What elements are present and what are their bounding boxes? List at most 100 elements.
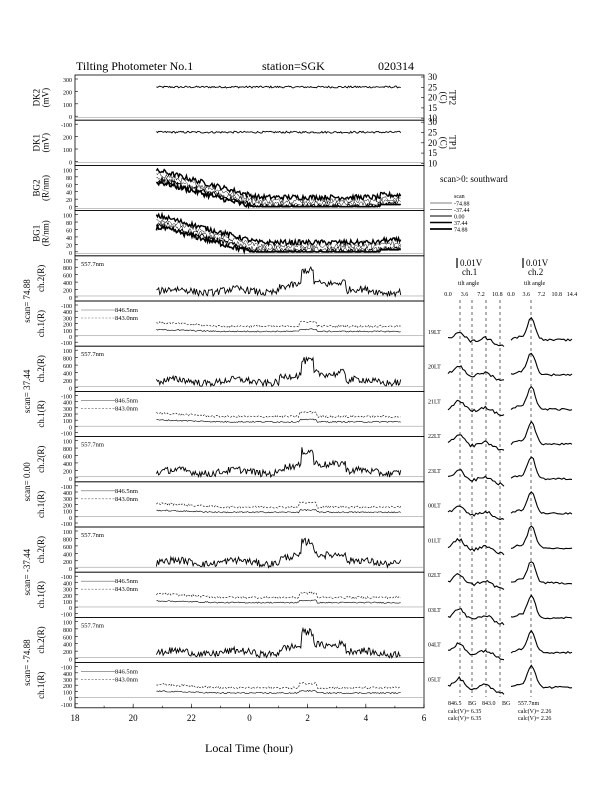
profile-ch1-curve <box>447 675 505 695</box>
y-tick-label: 800 <box>63 357 72 363</box>
y-tick-label: 0 <box>69 251 72 257</box>
y-tick-label: 80 <box>66 176 72 182</box>
scan-label: scan= -74.88 <box>22 639 32 686</box>
profile-ch1-curve <box>447 469 505 487</box>
x-tick-label: 4 <box>364 713 369 723</box>
y-tick-label: -100 <box>61 666 72 672</box>
y-axis-label: ch.2(R) <box>36 265 46 292</box>
profile-time-label: 22LT <box>428 434 441 440</box>
profile-ch2-title: ch.2 <box>528 267 543 277</box>
profile-ch1-curve <box>447 572 505 590</box>
y-axis-label: ch.1(R) <box>36 672 46 699</box>
profile-ch1-tick: 7.2 <box>477 292 485 298</box>
series-line <box>155 223 402 255</box>
series-843 <box>156 591 401 600</box>
y-tick-label: 0 <box>69 206 72 212</box>
y-tick-label: -100 <box>61 575 72 581</box>
legend-846: 846.5nm <box>115 307 138 314</box>
profile-ch2-curve <box>510 456 573 481</box>
series-843 <box>156 682 401 690</box>
series-line <box>155 167 402 203</box>
y-tick-label: -100 <box>61 123 72 129</box>
y-tick-label: 0 <box>69 160 72 166</box>
y-tick-label: 100 <box>63 530 72 536</box>
legend-557: 557.7nm <box>81 622 104 629</box>
y-tick-label: 200 <box>63 323 72 329</box>
y-tick-label: 400 <box>63 462 72 468</box>
y-tick-label: 20 <box>66 198 72 204</box>
series-557 <box>155 626 401 659</box>
right-axis-label: TP2(C) <box>439 90 458 105</box>
y-tick-label: 100 <box>63 620 72 626</box>
series-557 <box>155 447 402 479</box>
profile-ch2-curve <box>510 664 573 689</box>
profile-time-label: 00LT <box>428 504 441 510</box>
profile-ch1-curve <box>447 505 505 521</box>
right-tick-label: 15 <box>428 148 438 158</box>
scan-legend-label: -74.88 <box>454 202 470 208</box>
profile-time-label: 20LT <box>428 365 441 371</box>
y-tick-label: 100 <box>63 148 72 154</box>
y-tick-label: 200 <box>63 650 72 656</box>
y-axis-label: ch.2(R) <box>36 626 46 653</box>
profile-ch2-tick: 7.2 <box>538 292 546 298</box>
y-tick-label: 200 <box>63 289 72 295</box>
y-axis-label: ch.1(R) <box>36 581 46 608</box>
profile-time-label: 03LT <box>428 608 441 614</box>
y-tick-label: 300 <box>63 678 72 684</box>
y-tick-label: 100 <box>63 440 72 446</box>
y-tick-label: 0 <box>69 425 72 431</box>
x-tick-label: 18 <box>71 713 81 723</box>
profile-ch1-tick: 3.6 <box>461 292 469 298</box>
panel-frame <box>74 526 425 573</box>
y-axis-label-line: ch.1(R) <box>36 672 46 699</box>
y-tick-label: 0 <box>69 477 72 483</box>
right-tick-label: 30 <box>428 72 438 82</box>
station-label: station=SGK <box>262 59 325 73</box>
y-tick-label: 800 <box>63 537 72 543</box>
y-tick-label: 100 <box>63 690 72 696</box>
y-tick-label: 200 <box>63 413 72 419</box>
scan-legend-label: 0.00 <box>454 215 465 221</box>
series-line <box>155 211 402 248</box>
y-tick-label: 0 <box>69 386 72 392</box>
y-axis-label-line: ch.2(R) <box>36 265 46 292</box>
right-tick-label: 15 <box>428 103 438 113</box>
series-line <box>156 130 402 134</box>
series-line <box>156 219 401 250</box>
scan-label-text: scan= 37.44 <box>22 369 32 413</box>
x-tick-label: 2 <box>305 713 310 723</box>
profile-calc-ch2-a: calc(V)= 2.26 <box>518 708 551 715</box>
series-846 <box>156 689 401 695</box>
profile-ch2-curve <box>510 316 573 342</box>
legend-846: 846.5nm <box>115 578 138 585</box>
profile-time-label: 02LT <box>428 573 441 579</box>
profile-calc-ch1-b: calc(V)= 6.35 <box>448 715 481 722</box>
profile-footer-846: 846.5 <box>448 701 462 707</box>
series-843 <box>156 320 401 328</box>
y-tick-label: -100 <box>61 304 72 310</box>
right-axis-label-line: (C) <box>439 137 449 149</box>
y-tick-label: 60 <box>66 183 72 189</box>
legend-846: 846.5nm <box>115 669 138 676</box>
y-tick-label: -100 <box>61 485 72 491</box>
y-tick-label: 0 <box>69 567 72 573</box>
profile-ch1-curve <box>447 331 505 347</box>
y-axis-label-line: (mV) <box>41 133 51 153</box>
x-tick-label: 0 <box>247 713 252 723</box>
legend-843: 843.0nm <box>115 496 138 503</box>
profile-ch1-curve <box>447 434 505 451</box>
profile-calc-ch2-b: calc(V)= 2.26 <box>518 715 551 722</box>
y-tick-label: 400 <box>63 372 72 378</box>
y-tick-label: -100 <box>61 432 72 438</box>
y-axis-label: ch.2(R) <box>36 355 46 382</box>
y-tick-label: 400 <box>63 552 72 558</box>
y-axis-label: DK2 (mV) <box>32 88 51 108</box>
